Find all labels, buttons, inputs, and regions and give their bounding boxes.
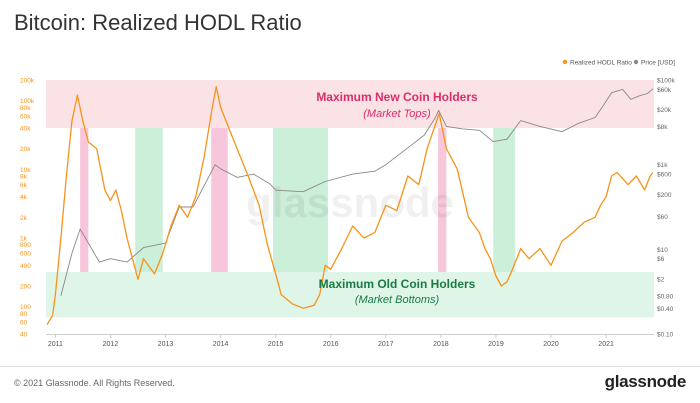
left-axis-tick-label: 400 (20, 263, 31, 270)
x-axis-tick-label: 2014 (213, 341, 229, 348)
watermark-logo: glassnode (246, 179, 454, 226)
zone-label-layer: Maximum New Coin Holders (Market Tops) Max… (316, 90, 478, 306)
right-axis-tick-label: $8k (657, 124, 668, 131)
right-axis-tick-label: $200 (657, 192, 672, 199)
legend-swatch-price (633, 59, 639, 65)
series-line-realized-hodl-ratio (46, 86, 654, 325)
x-axis-tick-label: 2013 (158, 341, 174, 348)
highlight-span-bottom-3 (272, 127, 328, 272)
left-axis-tick-label: 60 (20, 319, 28, 326)
right-axis-tick-label: $6 (657, 256, 665, 263)
left-axis-tick-label: 40 (20, 332, 28, 339)
left-axis-tick-label: 60k (20, 113, 31, 120)
highlight-span-top-2 (211, 127, 228, 272)
highlight-span-bottom-5 (493, 127, 516, 272)
zone-layer (46, 80, 654, 318)
legend-label-price: Price [USD] (641, 60, 675, 67)
x-axis-tick-label: 2017 (378, 341, 394, 348)
x-axis-tick-label: 2021 (598, 341, 614, 348)
right-axis-tick-label: $600 (657, 172, 672, 179)
right-axis-tick-label: $100k (657, 78, 675, 85)
x-axis-tick-label: 2018 (433, 341, 449, 348)
left-axis-tick-label: 600 (20, 251, 31, 258)
x-axis-tick-label: 2012 (103, 341, 119, 348)
right-axis-tick-label: $60k (657, 87, 672, 94)
zone-label-bottom: Maximum Old Coin Holders (319, 277, 476, 291)
left-axis-tick-label: 100 (20, 304, 31, 311)
zone-top (46, 80, 654, 128)
highlight-span-top-0 (80, 127, 89, 272)
x-axis-tick-label: 2019 (488, 341, 504, 348)
highlight-span-bottom-1 (135, 127, 163, 272)
page-title: Bitcoin: Realized HODL Ratio (14, 10, 302, 35)
copyright-text: © 2021 Glassnode. All Rights Reserved. (14, 378, 175, 388)
series-line-price-usd (60, 88, 654, 296)
x-axis-tick-label: 2016 (323, 341, 339, 348)
zone-sublabel-bottom: (Market Bottoms) (355, 294, 440, 306)
legend: Realized HODL Ratio Price [USD] (562, 59, 675, 67)
zone-bottom (46, 271, 654, 318)
left-axis-tick-label: 200 (20, 284, 31, 291)
left-axis-tick-label: 100k (20, 98, 35, 105)
price-series-layer (60, 88, 654, 296)
left-axis-tick-label: 800 (20, 242, 31, 249)
legend-swatch-ratio (562, 59, 568, 65)
right-axis-tick-label: $0.80 (657, 293, 674, 300)
legend-label-ratio: Realized HODL Ratio (570, 60, 632, 67)
left-axis-tick-label: 8k (20, 173, 28, 180)
x-axis: 2011 2012 2013 2014 2015 2016 2017 2018 2019 2020… (46, 334, 654, 348)
left-axis-tick-label: 80k (20, 105, 31, 112)
zone-label-top: Maximum New Coin Holders (316, 90, 478, 104)
left-axis-tick-label: 40k (20, 125, 31, 132)
zone-sublabel-top: (Market Tops) (363, 108, 431, 120)
right-axis: $100k $60k $20k $8k $1k $600 $200 $60 $10 $6 $2 $0.… (657, 78, 675, 339)
left-axis-tick-label: 10k (20, 167, 31, 174)
x-axis-tick-label: 2015 (268, 341, 284, 348)
hodl-ratio-chart: glassnode Maximum New Coin Holders (Marke… (20, 59, 675, 349)
span-layer (80, 127, 516, 272)
footer-divider (0, 366, 700, 367)
brand-logo: glassnode (604, 372, 687, 391)
right-axis-tick-label: $0.10 (657, 332, 674, 339)
x-axis-tick-label: 2020 (543, 341, 559, 348)
left-axis-tick-label: 4k (20, 194, 28, 201)
right-axis-tick-label: $60 (657, 214, 668, 221)
x-axis-tick-label: 2011 (48, 341, 63, 348)
left-axis-tick-label: 20k (20, 146, 31, 153)
right-axis-tick-label: $10 (657, 247, 668, 254)
highlight-span-top-4 (438, 127, 447, 272)
left-axis-tick-label: 6k (20, 182, 28, 189)
left-axis-tick-label: 80 (20, 311, 28, 318)
left-axis-tick-label: 1k (20, 236, 28, 243)
left-axis-tick-label: 200k (20, 78, 35, 85)
right-axis-tick-label: $20k (657, 107, 672, 114)
right-axis-tick-label: $1k (657, 162, 668, 169)
left-axis-tick-label: 2k (20, 215, 28, 222)
right-axis-tick-label: $2 (657, 276, 665, 283)
right-axis-tick-label: $0.40 (657, 306, 674, 313)
ratio-series-layer (46, 86, 654, 325)
